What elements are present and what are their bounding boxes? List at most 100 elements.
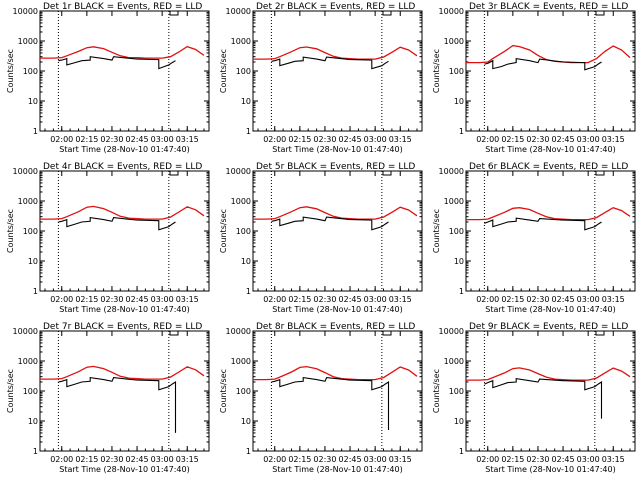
x-tick-label: 03:15 <box>602 455 625 464</box>
x-tick-label: 02:45 <box>552 135 575 144</box>
x-tick-label: 03:00 <box>364 455 387 464</box>
y-tick-label: 10 <box>241 97 251 106</box>
x-tick-label: 02:30 <box>100 295 123 304</box>
x-tick-label: 03:00 <box>364 295 387 304</box>
y-tick-label: 1 <box>33 447 38 456</box>
x-tick-label: 03:15 <box>602 295 625 304</box>
y-tick-label: 100 <box>236 227 251 236</box>
plot-frame <box>39 330 210 452</box>
plot-frame <box>39 10 210 132</box>
x-tick-label: 02:15 <box>75 135 98 144</box>
x-tick-label: 03:00 <box>151 135 174 144</box>
x-tick-label: 02:30 <box>526 455 549 464</box>
x-tick-label: 02:00 <box>263 295 286 304</box>
y-axis-label: Counts/sec <box>219 369 228 413</box>
panel-title: Det 9r BLACK = Events, RED = LLD <box>469 322 628 332</box>
x-tick-label: 02:15 <box>288 455 311 464</box>
events-rate-line <box>271 376 390 430</box>
x-tick-label: 02:30 <box>313 135 336 144</box>
events-rate-line <box>484 377 603 419</box>
x-tick-label: 02:45 <box>339 455 362 464</box>
flag-marker <box>382 170 392 176</box>
flag-marker <box>595 170 605 176</box>
y-tick-label: 10000 <box>226 327 251 336</box>
y-tick-label: 10000 <box>13 327 38 336</box>
x-tick-label: 02:45 <box>339 135 362 144</box>
x-tick-label: 03:15 <box>389 455 412 464</box>
y-tick-label: 10000 <box>439 7 464 16</box>
lld-rate-line <box>466 367 631 381</box>
x-tick-label: 03:00 <box>364 135 387 144</box>
panel-title: Det 7r BLACK = Events, RED = LLD <box>43 322 202 332</box>
y-axis-label: Counts/sec <box>219 209 228 253</box>
flag-marker <box>169 330 179 336</box>
x-axis-label: Start Time (28-Nov-10 01:47:40) <box>485 145 615 154</box>
events-rate-line <box>484 217 602 231</box>
y-tick-label: 10 <box>28 97 38 106</box>
x-axis-label: Start Time (28-Nov-10 01:47:40) <box>485 465 615 474</box>
x-axis-label: Start Time (28-Nov-10 01:47:40) <box>59 305 189 314</box>
y-tick-label: 10000 <box>226 7 251 16</box>
lld-rate-line <box>466 206 631 221</box>
x-tick-label: 02:00 <box>50 295 73 304</box>
detector-panel: Det 8r BLACK = Events, RED = LLD 1 10 100 10… <box>219 322 423 474</box>
y-axis-label: Counts/sec <box>6 49 15 93</box>
events-rate-line <box>271 56 389 70</box>
y-tick-label: 1 <box>246 127 251 136</box>
flag-marker <box>169 10 179 16</box>
x-tick-label: 02:30 <box>100 135 123 144</box>
x-tick-label: 03:15 <box>176 295 199 304</box>
y-tick-label: 1000 <box>444 197 464 206</box>
plot-frame <box>39 170 210 292</box>
events-rate-line <box>271 216 389 231</box>
y-axis-label: Counts/sec <box>6 209 15 253</box>
flag-marker <box>382 330 392 336</box>
panel-title: Det 8r BLACK = Events, RED = LLD <box>256 322 415 332</box>
y-tick-label: 10000 <box>226 167 251 176</box>
x-tick-label: 02:00 <box>263 455 286 464</box>
y-tick-label: 1000 <box>444 357 464 366</box>
x-tick-label: 02:15 <box>75 455 98 464</box>
x-tick-label: 02:45 <box>126 135 149 144</box>
y-tick-label: 100 <box>23 227 38 236</box>
x-tick-label: 03:00 <box>577 295 600 304</box>
detector-panel: Det 1r BLACK = Events, RED = LLD 1 10 100 10… <box>6 2 210 154</box>
plot-frame <box>252 170 423 292</box>
x-axis-label: Start Time (28-Nov-10 01:47:40) <box>272 465 402 474</box>
plot-frame <box>465 170 636 292</box>
y-tick-label: 100 <box>23 67 38 76</box>
y-tick-label: 1 <box>459 287 464 296</box>
x-tick-label: 02:45 <box>552 295 575 304</box>
y-tick-label: 1000 <box>231 197 251 206</box>
y-axis-label: Counts/sec <box>219 49 228 93</box>
y-tick-label: 1 <box>459 127 464 136</box>
y-tick-label: 1 <box>459 447 464 456</box>
y-tick-label: 1000 <box>444 37 464 46</box>
x-tick-label: 03:15 <box>602 135 625 144</box>
y-tick-label: 10000 <box>13 167 38 176</box>
x-tick-label: 03:15 <box>389 135 412 144</box>
x-tick-label: 02:30 <box>526 135 549 144</box>
x-tick-label: 02:00 <box>263 135 286 144</box>
events-rate-line <box>58 56 176 70</box>
flag-marker <box>595 330 605 336</box>
plot-frame <box>465 330 636 452</box>
detector-panel: Det 7r BLACK = Events, RED = LLD 1 10 100 10… <box>6 322 210 474</box>
x-tick-label: 03:00 <box>151 295 174 304</box>
x-tick-label: 02:30 <box>313 295 336 304</box>
lld-rate-line <box>40 45 205 59</box>
y-tick-label: 10 <box>454 97 464 106</box>
y-tick-label: 100 <box>449 67 464 76</box>
x-axis-label: Start Time (28-Nov-10 01:47:40) <box>485 305 615 314</box>
panel-title: Det 6r BLACK = Events, RED = LLD <box>469 162 628 172</box>
x-tick-label: 02:15 <box>288 295 311 304</box>
y-tick-label: 10 <box>28 257 38 266</box>
y-tick-label: 1 <box>33 127 38 136</box>
y-tick-label: 100 <box>449 227 464 236</box>
detector-panel: Det 2r BLACK = Events, RED = LLD 1 10 100 10… <box>219 2 423 154</box>
y-tick-label: 10000 <box>13 7 38 16</box>
events-rate-line <box>484 57 602 71</box>
x-tick-label: 02:15 <box>501 295 524 304</box>
y-tick-label: 100 <box>236 387 251 396</box>
